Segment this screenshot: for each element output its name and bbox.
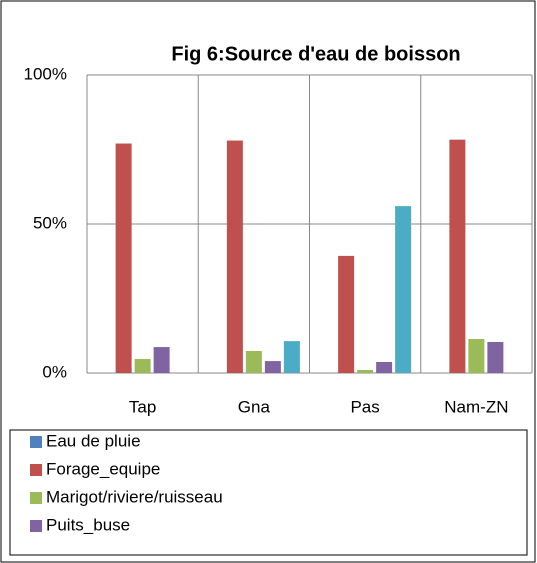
legend-swatch: [30, 464, 42, 476]
x-tick-label: Gna: [238, 397, 271, 416]
x-tick-label: Nam-ZN: [444, 397, 508, 416]
legend-label: Puits_buse: [46, 515, 130, 534]
bar: [264, 361, 281, 373]
legend-label: Forage_equipe: [46, 459, 160, 478]
legend-label: Marigot/riviere/ruisseau: [46, 487, 223, 506]
bar: [245, 350, 262, 373]
bar: [487, 342, 504, 373]
legend-swatch: [30, 520, 42, 532]
bar: [449, 139, 466, 373]
y-tick-label: 0%: [42, 362, 67, 381]
bar: [115, 143, 132, 373]
y-tick-label: 50%: [33, 213, 67, 232]
legend-box: [9, 429, 528, 556]
legend-swatch: [30, 436, 42, 448]
x-tick-label: Pas: [350, 397, 379, 416]
bar: [226, 140, 243, 373]
bar: [376, 361, 393, 373]
bar: [338, 255, 355, 373]
legend-label: Eau de pluie: [46, 431, 141, 450]
bar: [153, 347, 170, 373]
bar: [395, 206, 412, 373]
y-tick-label: 100%: [24, 64, 67, 83]
bar: [283, 341, 300, 373]
chart-title: Fig 6:Source d'eau de boisson: [171, 43, 460, 65]
bar: [357, 370, 374, 373]
bar: [134, 358, 151, 373]
x-tick-label: Tap: [129, 397, 156, 416]
legend-swatch: [30, 492, 42, 504]
bar: [468, 339, 485, 373]
